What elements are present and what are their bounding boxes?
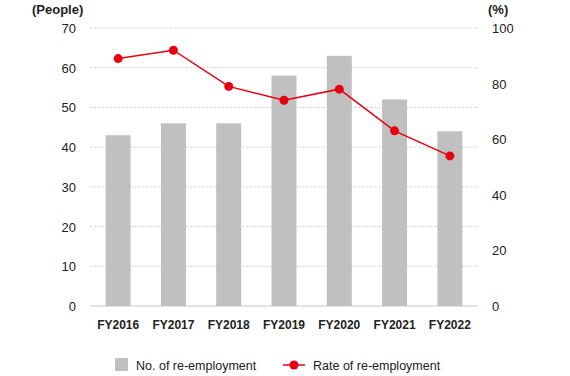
y-tick-label: 10: [62, 259, 76, 274]
y2-tick-label: 0: [492, 299, 499, 314]
chart-svg: 0 10 20 30 40 50 60 70 0 20 40 60 80 100 (People) (%) FY…: [0, 0, 570, 376]
line-marker: [224, 82, 233, 91]
bar: [382, 99, 407, 306]
bar: [161, 123, 186, 306]
x-tick-label: FY2017: [152, 318, 194, 332]
bar: [216, 123, 241, 306]
plot-marks: [106, 46, 463, 306]
y2-tick: [478, 139, 481, 140]
y-tick-label: 0: [69, 299, 76, 314]
line-marker: [390, 126, 399, 135]
y2-axis-title: (%): [488, 2, 508, 17]
y-axis-title: (People): [32, 2, 83, 17]
line-marker: [169, 46, 178, 55]
x-tick-label: FY2021: [374, 318, 416, 332]
line: [118, 50, 450, 156]
x-tick-label: FY2020: [318, 318, 360, 332]
legend-swatch-marker: [290, 361, 299, 370]
legend-label: No. of re-employment: [136, 359, 257, 373]
legend-swatch: [115, 358, 128, 371]
bar: [437, 131, 462, 306]
y-tick-label: 50: [62, 100, 76, 115]
y2-tick: [478, 306, 481, 307]
y2-tick: [478, 83, 481, 84]
y2-tick-label: 40: [492, 188, 506, 203]
legend-label: Rate of re-employment: [313, 359, 441, 373]
y2-tick-label: 100: [492, 21, 514, 36]
y2-tick: [478, 194, 481, 195]
bar: [106, 135, 131, 306]
line-marker: [280, 96, 289, 105]
y-tick-label: 40: [62, 140, 76, 155]
y-tick-label: 20: [62, 220, 76, 235]
line-marker: [114, 54, 123, 63]
y2-tick: [478, 28, 481, 29]
y-tick-label: 60: [62, 61, 76, 76]
y2-tick-label: 80: [492, 77, 506, 92]
line-marker: [335, 85, 344, 94]
x-tick-label: FY2018: [208, 318, 250, 332]
y-tick-label: 30: [62, 180, 76, 195]
x-tick-label: FY2016: [97, 318, 139, 332]
x-tick-label: FY2022: [429, 318, 471, 332]
x-tick-label: FY2019: [263, 318, 305, 332]
y2-tick: [478, 250, 481, 251]
bar: [327, 56, 352, 306]
y-tick-label: 70: [62, 21, 76, 36]
y2-tick-label: 20: [492, 243, 506, 258]
grid-line: [91, 67, 478, 68]
bar: [272, 76, 297, 306]
grid-line: [91, 28, 478, 29]
line-marker: [445, 151, 454, 160]
chart-container: 0 10 20 30 40 50 60 70 0 20 40 60 80 100 (People) (%) FY…: [0, 0, 570, 376]
y2-tick-label: 60: [492, 132, 506, 147]
